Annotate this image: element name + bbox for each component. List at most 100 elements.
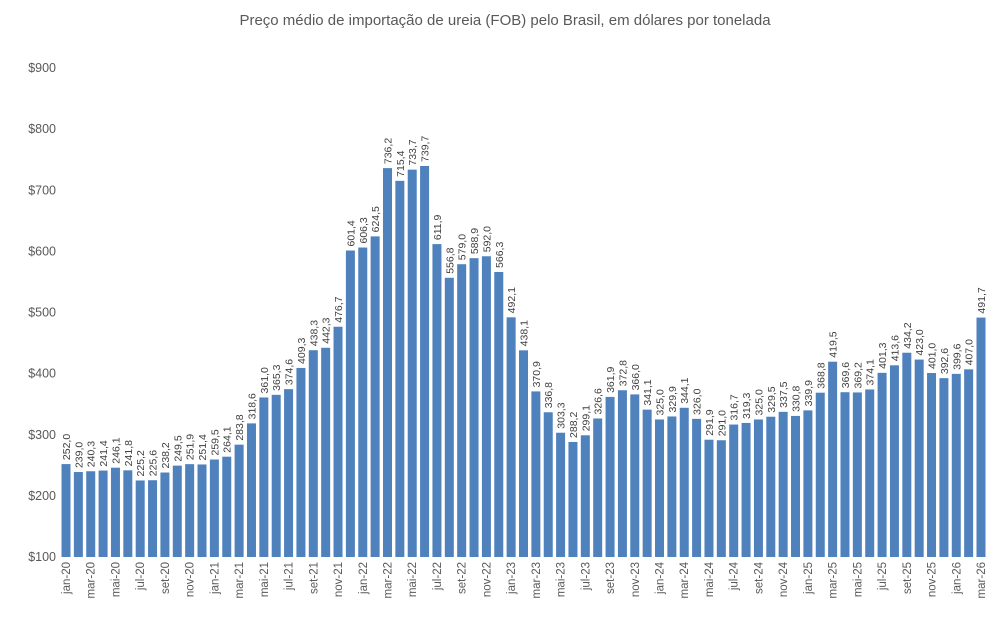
x-tick-label: jul-21 [284, 562, 296, 591]
bar [939, 378, 949, 557]
y-tick-label: $900 [28, 61, 56, 75]
x-tick-label: mai-21 [259, 562, 271, 597]
bar [605, 396, 615, 557]
bar [531, 391, 541, 557]
data-label: 419,5 [828, 331, 840, 357]
x-tick-label: set-20 [160, 562, 172, 594]
data-label: 588,9 [469, 228, 481, 254]
bar [358, 247, 368, 558]
x-tick-label: mai-20 [110, 562, 122, 597]
bar [815, 392, 825, 557]
x-tick-label: mai-23 [556, 562, 568, 597]
bar [877, 372, 887, 557]
bar [556, 432, 566, 557]
data-label: 715,4 [395, 150, 407, 176]
data-label: 409,3 [296, 338, 308, 364]
x-tick-label: jan-24 [655, 561, 667, 595]
bar [927, 373, 937, 557]
bar [246, 423, 256, 557]
bar [667, 416, 677, 557]
data-label: 259,5 [209, 429, 221, 455]
data-label: 491,7 [976, 287, 988, 313]
data-label: 288,2 [568, 412, 580, 438]
data-label: 579,0 [457, 234, 469, 260]
bar [148, 480, 158, 557]
bar [135, 480, 145, 557]
bar [543, 412, 553, 557]
bar [568, 441, 578, 557]
data-label: 374,6 [284, 359, 296, 385]
bar [791, 415, 801, 557]
x-tick-label: mai-24 [704, 561, 716, 597]
data-label: 413,6 [889, 335, 901, 361]
bar [444, 277, 454, 557]
x-tick-label: jul-24 [729, 561, 741, 591]
data-label: 225,6 [148, 450, 160, 476]
x-tick-label: mar-26 [976, 562, 988, 598]
x-tick-label: jul-22 [432, 562, 444, 591]
bar [902, 352, 912, 557]
y-tick-label: $400 [28, 367, 56, 381]
x-tick-label: jul-25 [877, 562, 889, 591]
data-label: 442,3 [321, 317, 333, 343]
bar [333, 326, 343, 557]
data-label: 423,0 [914, 329, 926, 355]
x-tick-label: jul-20 [135, 562, 147, 591]
bar [692, 418, 702, 557]
x-tick-label: mar-23 [531, 562, 543, 598]
bar [259, 397, 269, 557]
x-tick-label: mar-25 [828, 562, 840, 598]
x-tick-label: jul-23 [580, 562, 592, 591]
bar [234, 444, 244, 557]
data-label: 326,6 [593, 388, 605, 414]
data-label: 264,1 [222, 426, 234, 452]
x-axis: jan-20 mar-20 mai-20 jul-20 set-20 nov-20 jan-… [61, 561, 988, 598]
bars [61, 165, 986, 558]
bar [407, 169, 417, 557]
data-label: 251,9 [185, 434, 197, 460]
data-label: 556,8 [444, 247, 456, 273]
bar [753, 419, 763, 557]
data-label: 492,1 [506, 287, 518, 313]
data-label: 291,0 [716, 410, 728, 436]
bar [123, 470, 133, 557]
bar [432, 244, 442, 557]
bar [617, 390, 627, 557]
bar [766, 416, 776, 557]
y-tick-label: $600 [28, 244, 56, 258]
data-label: 733,7 [407, 139, 419, 165]
bar [481, 256, 491, 557]
data-label: 361,0 [259, 367, 271, 393]
data-label: 239,0 [73, 442, 85, 468]
chart-title: Preço médio de importação de ureia (FOB)… [239, 12, 771, 29]
bar [803, 410, 813, 557]
bar [185, 464, 195, 557]
bar [655, 419, 665, 557]
data-label: 476,7 [333, 296, 345, 322]
data-label: 361,9 [605, 366, 617, 392]
bar [964, 369, 974, 557]
bar [865, 389, 875, 557]
bar [172, 465, 182, 557]
data-label: 337,5 [778, 381, 790, 407]
bar [345, 250, 355, 557]
bar [840, 392, 850, 557]
bar [308, 350, 318, 557]
data-label: 319,3 [741, 393, 753, 419]
data-label: 329,5 [766, 386, 778, 412]
x-tick-label: jan-21 [209, 562, 221, 595]
data-label: 592,0 [481, 226, 493, 252]
data-label: 370,9 [531, 361, 543, 387]
bar [61, 464, 71, 557]
bar [395, 180, 405, 558]
x-tick-label: jan-20 [61, 562, 73, 595]
bar [271, 394, 281, 557]
bar [642, 409, 652, 557]
data-label: 329,9 [667, 386, 679, 412]
bar [704, 439, 714, 557]
bar [506, 317, 516, 557]
bar [160, 472, 170, 557]
data-label: 369,6 [840, 362, 852, 388]
data-label: 399,6 [951, 343, 963, 369]
